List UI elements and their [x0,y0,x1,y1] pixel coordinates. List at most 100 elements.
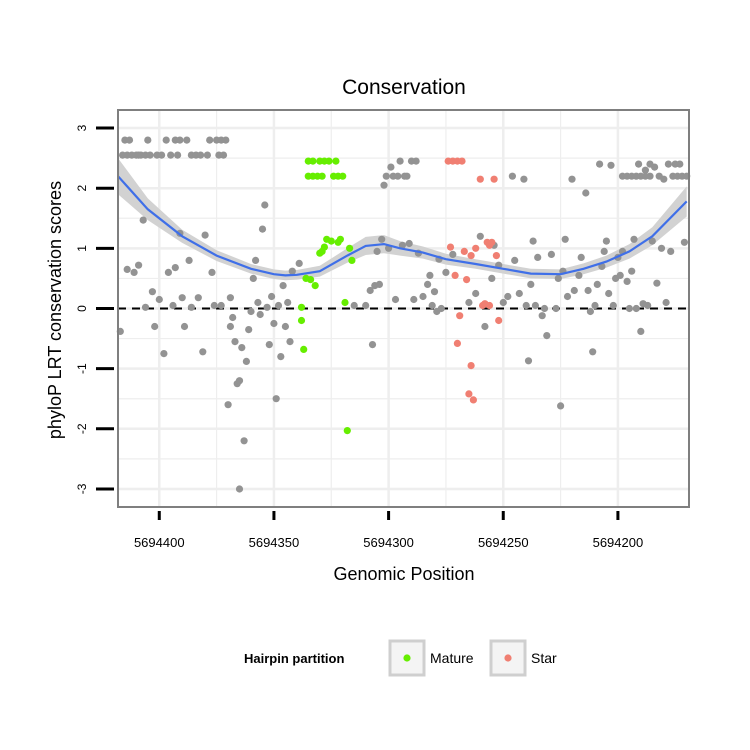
data-point-other [160,350,168,358]
data-point-other [504,292,512,301]
data-point-star [463,276,471,284]
data-point-other [488,274,496,282]
data-point-star [495,316,503,325]
data-point-other [176,136,184,144]
data-point-other [235,377,244,385]
data-point-other [224,401,232,409]
data-point-other [286,338,294,346]
data-point-other [648,237,656,245]
data-point-other [437,304,445,313]
data-point-other [499,298,507,307]
legend-entries: Mature Star [388,639,557,677]
legend-title: Hairpin partition [244,651,344,666]
legend-key [489,639,527,677]
data-point-other [561,235,569,243]
data-point-star [485,301,494,310]
data-point-other [607,161,615,169]
data-point-other [641,172,650,180]
data-point-other [605,289,613,298]
data-point-other [217,301,225,310]
data-point-other [646,160,654,168]
data-point-mature [320,243,328,251]
y-tick-label: 0 [75,305,89,312]
data-point-mature [311,282,319,290]
data-point-other [637,327,645,335]
data-point-other [630,235,638,243]
y-tick-label: -3 [75,483,89,494]
data-point-other [382,172,390,180]
data-point-other [258,225,267,233]
legend-swatch [504,654,512,662]
data-points [116,136,691,493]
y-axis: -3 -2 -1 0 1 2 3 [75,124,114,494]
data-point-other [284,298,292,307]
data-point-other [350,301,358,310]
data-point-other [201,231,209,239]
data-point-other [547,250,556,258]
data-point-star [490,175,498,183]
data-point-other [449,250,457,258]
x-tick-label: 5694200 [593,535,644,550]
y-tick-label: 2 [75,185,89,192]
data-point-other [625,304,634,313]
data-point-other [167,151,175,159]
data-point-other [144,136,152,144]
data-point-other [522,301,530,310]
data-point-other [543,332,551,340]
data-point-mature [297,316,306,325]
data-point-other [199,348,207,356]
data-point-other [596,160,604,168]
data-point-other [394,172,402,180]
data-point-star [456,312,464,320]
data-point-other [644,301,652,310]
data-point-other [203,151,211,159]
data-point-other [263,303,271,311]
data-point-other [664,160,673,168]
y-tick-label: 1 [75,245,89,252]
data-point-other [628,267,636,275]
data-point-other [527,280,535,288]
data-point-other [362,301,370,310]
data-point-other [426,271,434,279]
data-point-other [183,136,191,144]
x-tick-label: 5694250 [478,535,529,550]
data-point-other [609,301,617,310]
x-axis: 5694400 5694350 5694300 5694250 5694200 [134,511,643,550]
data-point-star [458,157,466,165]
y-axis-label: phyloP LRT conservation scores [45,181,65,439]
plot-panel-border [117,109,690,508]
data-point-other [557,402,565,410]
data-point-other [139,216,147,224]
data-point-other [424,280,432,288]
data-point-other [410,295,418,304]
data-point-other [148,288,156,296]
data-point-other [265,341,273,349]
data-point-other [238,344,246,352]
data-point-other [570,286,578,295]
data-point-other [274,301,283,310]
data-point-mature [346,244,354,252]
data-point-other [602,237,611,245]
data-point-other [368,341,377,349]
data-point-star [492,252,500,260]
data-point-other [226,294,234,302]
data-point-other [151,322,159,331]
data-point-other [641,166,650,174]
data-point-star [472,244,480,252]
data-point-mature [336,235,344,243]
data-point-other [540,304,549,313]
data-point-other [554,274,562,282]
data-point-other [180,322,189,331]
data-point-other [524,357,533,365]
data-point-other [187,303,195,311]
data-point-other [657,244,666,252]
data-point-other [155,295,163,304]
data-point-star [467,362,475,370]
data-point-other [538,312,546,320]
data-point-other [589,348,597,356]
data-point-other [442,268,450,276]
data-point-star [460,247,468,255]
data-point-other [511,256,519,264]
data-point-mature [348,256,356,264]
